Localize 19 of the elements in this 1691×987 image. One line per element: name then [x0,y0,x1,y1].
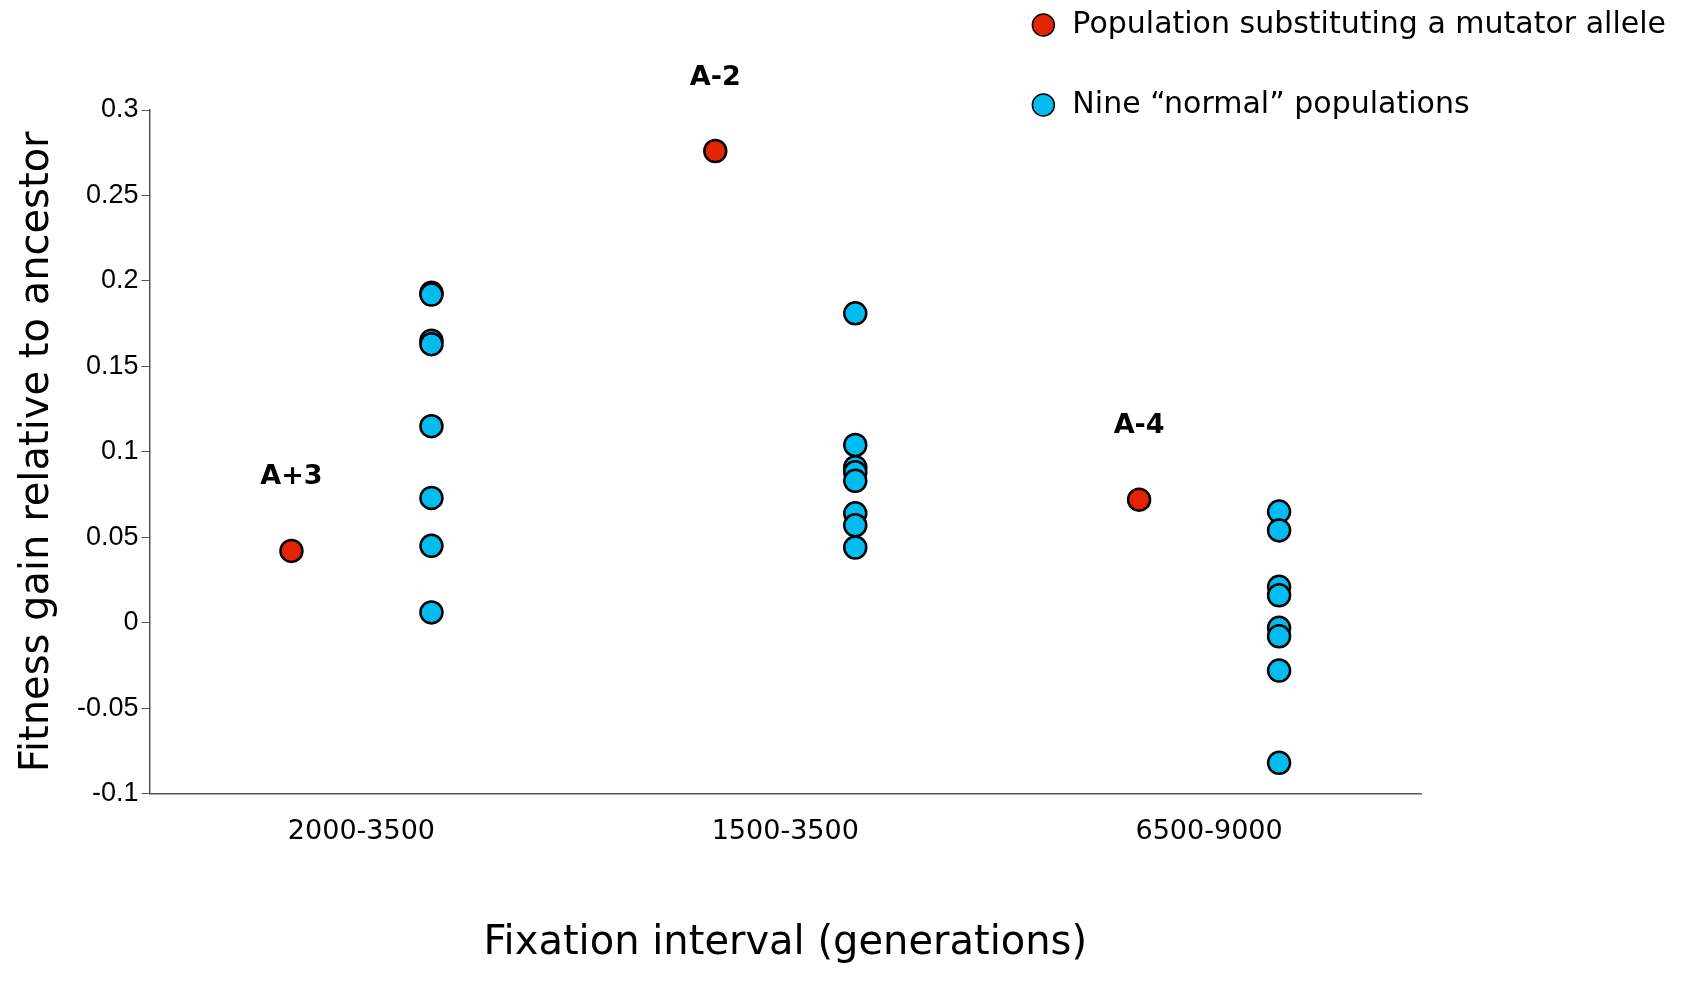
y-tick-label: 0.05 [85,520,139,551]
y-tick-label: 0.2 [100,264,139,295]
x-tick-label: 2000-3500 [287,813,436,845]
y-axis-title: Fitness gain relative to ancestor [11,130,58,773]
y-tick-label: 0.3 [100,93,139,124]
annotation: A-4 [1113,408,1165,440]
y-tick-label: -0.1 [92,777,139,808]
legend-label: Population substituting a mutator allele [1072,4,1667,40]
x-tick-label: 1500-3500 [711,813,859,845]
x-tick-label: 6500-9000 [1135,813,1283,845]
text: A-2 [689,59,741,91]
y-tick-label: 0.25 [85,178,139,209]
legend-label: Nine “normal” populations [1072,84,1470,120]
y-tick-label: 0.1 [100,435,139,466]
y-tick-label: 0 [123,606,139,637]
y-tick-label: 0.15 [85,349,139,380]
y-tick-label: -0.05 [76,691,139,722]
x-axis-title: Fixation interval (generations) [483,917,1088,964]
annotation: A+3 [260,459,323,491]
